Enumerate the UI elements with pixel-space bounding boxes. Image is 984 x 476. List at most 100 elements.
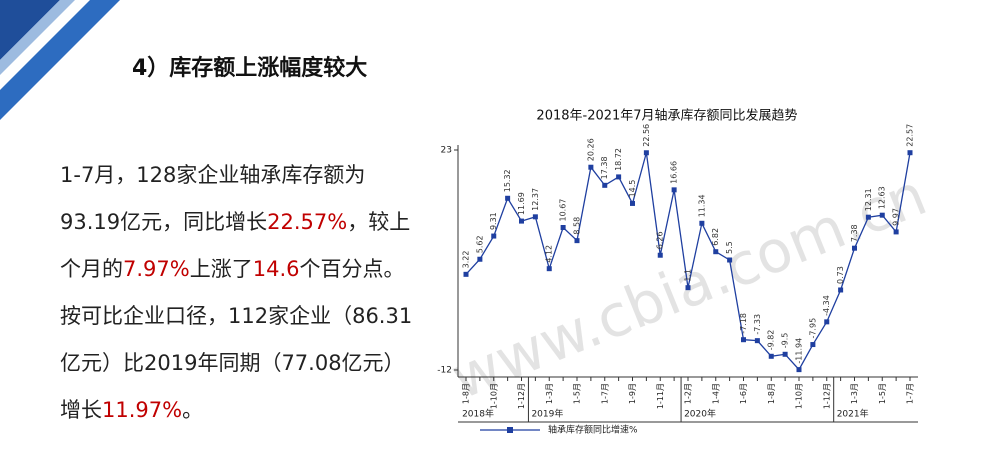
paragraph-text: 11.97% — [102, 398, 183, 422]
data-label: 5.62 — [475, 235, 484, 253]
data-label: -7.95 — [808, 318, 817, 339]
point — [574, 238, 580, 244]
x-tick-label: 1-8月 — [462, 383, 471, 404]
point — [741, 337, 746, 343]
point — [754, 338, 760, 344]
data-label: 3.22 — [462, 251, 471, 269]
x-tick-label: 1-12月 — [517, 383, 526, 409]
point — [657, 252, 663, 258]
point — [796, 367, 802, 373]
point — [602, 182, 608, 188]
point — [879, 212, 885, 218]
x-tick-label: 1-6月 — [739, 383, 748, 404]
point — [477, 256, 483, 262]
data-label: 11.34 — [697, 194, 706, 217]
data-label: 12.37 — [531, 188, 540, 211]
point — [463, 271, 469, 277]
decor — [0, 0, 75, 75]
point — [630, 200, 635, 206]
point — [532, 214, 538, 220]
data-label: 12.31 — [864, 188, 873, 211]
data-label: 1.1 — [684, 269, 693, 282]
paragraph-text: 1-7月，128家企业轴承库存额为93.19亿元，同比增长 — [60, 163, 366, 234]
data-label: 8.58 — [573, 217, 582, 235]
point — [810, 342, 816, 348]
point — [505, 195, 511, 201]
heading: 4）库存额上涨幅度较大 — [132, 56, 368, 81]
data-label: 0.73 — [836, 266, 845, 284]
paragraph-text: 14.6 — [252, 257, 300, 281]
data-label: -7.18 — [739, 313, 748, 334]
data-label: 11.69 — [517, 192, 526, 215]
data-label: 6.82 — [711, 228, 720, 246]
legend-label: 轴承库存额同比增速% — [548, 424, 638, 436]
x-tick-label: 1-3月 — [545, 383, 554, 404]
data-label: -9.5 — [781, 333, 790, 349]
x-tick-label: 1-9月 — [628, 383, 637, 404]
year-label: 2020年 — [684, 408, 716, 420]
data-label: 6.26 — [656, 231, 665, 249]
x-tick-label: 1-8月 — [767, 383, 776, 404]
paragraph-text: 22.57% — [267, 210, 348, 234]
data-label: 5.5 — [725, 241, 734, 254]
point — [671, 187, 677, 193]
chart-title: 2018年-2021年7月轴承库存额同比发展趋势 — [536, 108, 797, 124]
data-label: 18.72 — [614, 148, 623, 171]
data-label: 17.38 — [600, 156, 609, 179]
point — [616, 174, 622, 180]
x-tick-label: 1-5月 — [573, 383, 582, 404]
point — [699, 220, 705, 226]
x-tick-label: 1-10月 — [795, 383, 804, 409]
point — [893, 229, 899, 235]
data-label: 20.26 — [586, 138, 595, 161]
point — [491, 233, 497, 239]
paragraph-text: ，较上个月的 — [60, 210, 411, 281]
data-label: 14.5 — [628, 180, 637, 198]
data-label: -4.34 — [822, 295, 831, 316]
data-label: 12.63 — [878, 186, 887, 209]
point — [838, 287, 844, 293]
data-label: 10.67 — [559, 199, 568, 222]
data-label: 16.66 — [670, 161, 679, 184]
point — [588, 164, 594, 170]
x-tick-label: 1-7月 — [600, 383, 609, 404]
point — [865, 214, 871, 220]
data-label: -9.82 — [767, 330, 776, 351]
paragraph-text: 。 — [182, 398, 204, 422]
x-tick-label: 1-7月 — [906, 383, 915, 404]
point — [560, 225, 566, 231]
year-label: 2019年 — [531, 408, 563, 420]
point — [643, 150, 649, 156]
point — [713, 249, 719, 255]
x-tick-label: 1-12月 — [822, 383, 831, 409]
point — [824, 319, 830, 325]
point — [727, 257, 733, 263]
y-tick-label: -12 — [437, 366, 452, 376]
point — [685, 285, 691, 291]
paragraph-text: 上涨了 — [189, 257, 253, 281]
x-tick-label: 1-5月 — [878, 383, 887, 404]
point — [852, 245, 857, 251]
x-tick-label: 1-3月 — [850, 383, 859, 404]
data-label: 15.32 — [503, 169, 512, 192]
point — [782, 351, 788, 357]
data-label: -7.33 — [753, 314, 762, 335]
paragraph-text: 7.97% — [123, 257, 190, 281]
year-label: 2021年 — [837, 408, 869, 420]
data-label: 9.31 — [489, 212, 498, 230]
x-tick-label: 1-11月 — [656, 383, 665, 409]
paragraph-text: 个百分点。按可比企业口径，112家企业（86.31亿元）比2019年同期（77.… — [60, 257, 413, 422]
paragraph: 1-7月，128家企业轴承库存额为93.19亿元，同比增长22.57%，较上个月… — [60, 152, 422, 434]
point — [546, 266, 552, 272]
point — [768, 353, 774, 359]
point — [519, 218, 524, 224]
legend-marker — [507, 427, 513, 433]
data-label: 9.97 — [892, 208, 901, 226]
y-tick-label: 23 — [441, 146, 452, 156]
data-label: 22.56 — [642, 124, 651, 147]
data-label: -11.94 — [795, 338, 804, 364]
point — [907, 150, 913, 156]
x-tick-label: 1-10月 — [489, 383, 498, 409]
data-label: 22.57 — [906, 124, 915, 147]
